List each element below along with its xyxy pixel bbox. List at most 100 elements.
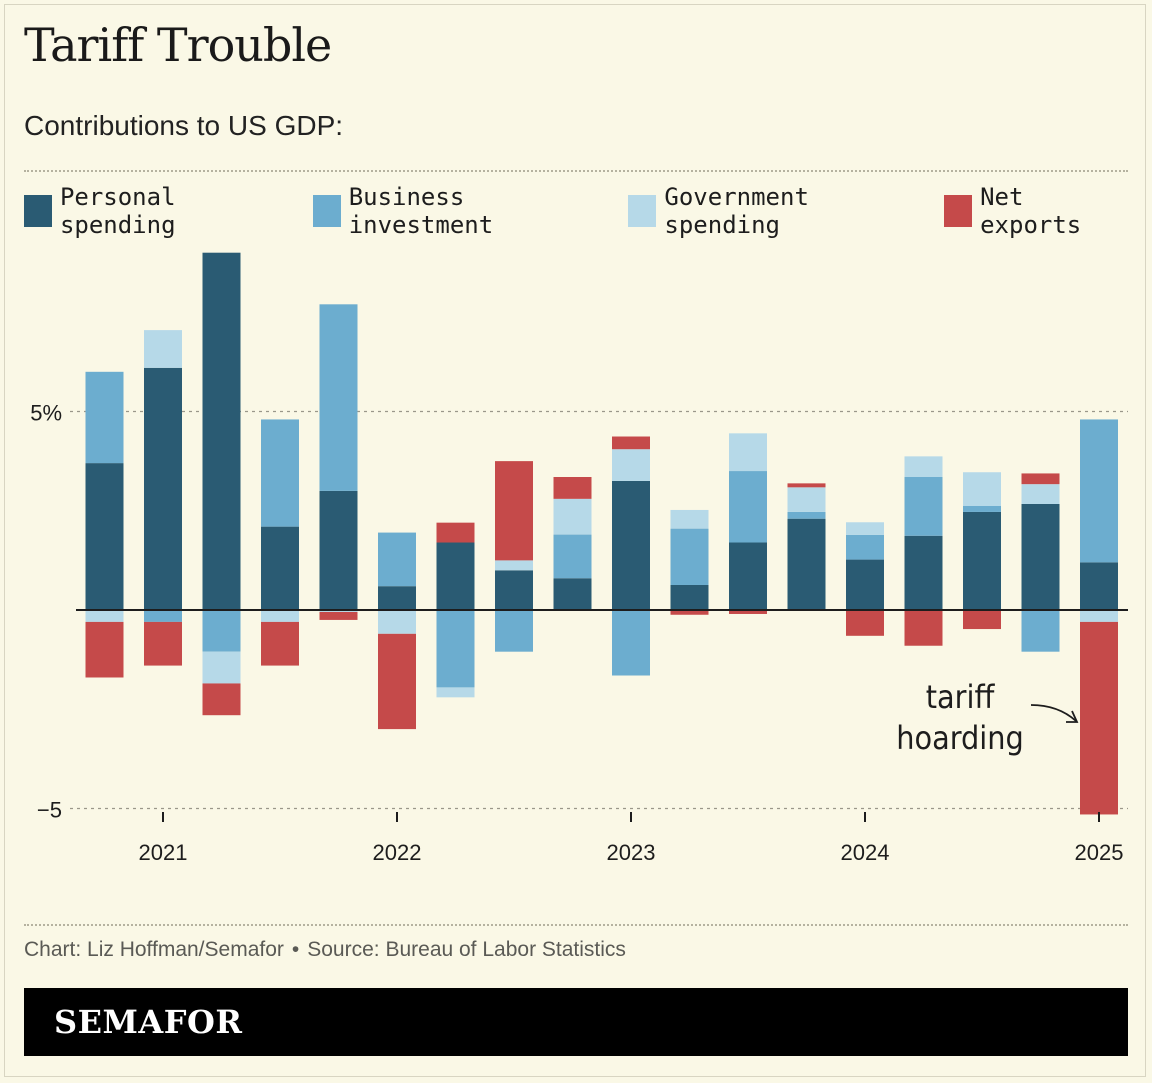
y-tick-label: 5% (30, 401, 62, 426)
x-tick-label: 2023 (607, 840, 656, 865)
bar-segment (612, 610, 650, 676)
bar-segment (729, 542, 767, 610)
bar-segment (436, 687, 475, 698)
bar-segment (1080, 419, 1118, 563)
bar-segment (85, 621, 124, 678)
legend-label: Personal spending (59, 183, 176, 239)
x-tick-label: 2022 (373, 840, 422, 865)
bar-segment (436, 522, 475, 543)
bar-segment (904, 610, 943, 646)
source-text: Source: Bureau of Labor Statistics (307, 938, 626, 961)
bar-segment (378, 610, 416, 634)
bar-segment (144, 610, 182, 622)
source-line: Chart: Liz Hoffman/Semafor • Source: Bur… (24, 938, 626, 962)
legend-item-personal-spending: Personal spending (24, 183, 289, 239)
legend-item-government-spending: Government spending (628, 183, 920, 239)
bar-segment (85, 371, 124, 464)
legend-swatch-net-exports (944, 195, 973, 227)
bar-segment (495, 570, 533, 610)
bar-segment (612, 449, 650, 481)
bar-segment (612, 480, 650, 610)
bar-segment (787, 487, 826, 512)
bar-segment (495, 560, 533, 571)
bar-segment (378, 633, 416, 730)
bar-segment (729, 471, 767, 543)
footer-bar: SEMAFOR (24, 988, 1128, 1056)
bar-segment (787, 511, 826, 519)
bar-segment (670, 584, 709, 610)
bar-segment (202, 683, 241, 716)
annotation-text: tariff (926, 678, 996, 716)
bar-segment (319, 611, 358, 620)
bar-segment (378, 532, 416, 587)
bar-segment (144, 367, 182, 610)
chart-subtitle: Contributions to US GDP: (24, 110, 344, 141)
bar-segment (963, 610, 1001, 630)
bar-segment (553, 578, 592, 610)
bar-segment (261, 419, 299, 527)
legend-label: Net exports (980, 183, 1082, 239)
bar-segment (1021, 473, 1060, 485)
chart-title: Tariff Trouble (24, 18, 332, 72)
annotation-arrowhead (1066, 710, 1079, 723)
y-tick-label: −5 (37, 798, 62, 823)
bar-segment (963, 505, 1001, 512)
bar-segment (261, 526, 299, 610)
bar-segment (670, 509, 709, 529)
bar-segment (202, 610, 241, 652)
bar-segment (670, 528, 709, 585)
bar-segment (846, 522, 884, 535)
bar-segment (261, 610, 299, 622)
bar-segment (904, 535, 943, 610)
bar-segment (261, 621, 299, 666)
bar-segment (963, 472, 1001, 506)
bar-segment (787, 518, 826, 610)
bar-segment (1080, 562, 1118, 610)
legend-label: Government spending (664, 183, 809, 239)
legend-swatch-government-spending (628, 195, 657, 227)
bar-segment (85, 463, 124, 610)
bar-segment (729, 610, 767, 614)
bar-segment (144, 330, 182, 368)
bar-segment (378, 586, 416, 610)
bar-segment (612, 436, 650, 450)
legend-item-net-exports: Net exports (944, 183, 1128, 239)
brand-logo: SEMAFOR (54, 1003, 243, 1041)
bar-segment (495, 610, 533, 652)
bar-segment (846, 534, 884, 560)
bar-segment (963, 511, 1001, 610)
annotation-arrow (1030, 704, 1077, 722)
bar-segment (495, 461, 533, 561)
x-tick-label: 2025 (1075, 840, 1124, 865)
bar-segment (670, 610, 709, 615)
bottom-divider (24, 924, 1128, 926)
bar-segment (1080, 621, 1118, 815)
chart-frame (4, 4, 1146, 1077)
bar-segment (787, 483, 826, 488)
bar-segment (319, 304, 358, 491)
legend-label: Business investment (348, 183, 494, 239)
bar-segment (1021, 504, 1060, 610)
legend: Personal spending Business investment Go… (24, 183, 1152, 239)
bar-segment (85, 610, 124, 622)
bar-segment (319, 490, 358, 610)
bar-segment (436, 542, 475, 610)
x-tick-label: 2021 (139, 840, 188, 865)
bar-segment (904, 477, 943, 536)
chart-credit: Chart: Liz Hoffman/Semafor (24, 938, 284, 961)
bar-segment (1080, 610, 1118, 622)
bar-segment (553, 498, 592, 535)
annotation-text: hoarding (896, 719, 1024, 757)
legend-swatch-business-investment (312, 195, 341, 227)
bar-segment (553, 534, 592, 579)
bar-segment (1021, 610, 1060, 652)
bar-segment (1021, 484, 1060, 505)
bar-segment (436, 610, 475, 688)
legend-swatch-personal-spending (24, 195, 52, 227)
bar-segment (202, 651, 241, 684)
x-tick-label: 2024 (841, 840, 890, 865)
bar-segment (846, 559, 884, 610)
source-separator: • (291, 938, 300, 961)
top-divider (24, 170, 1128, 172)
